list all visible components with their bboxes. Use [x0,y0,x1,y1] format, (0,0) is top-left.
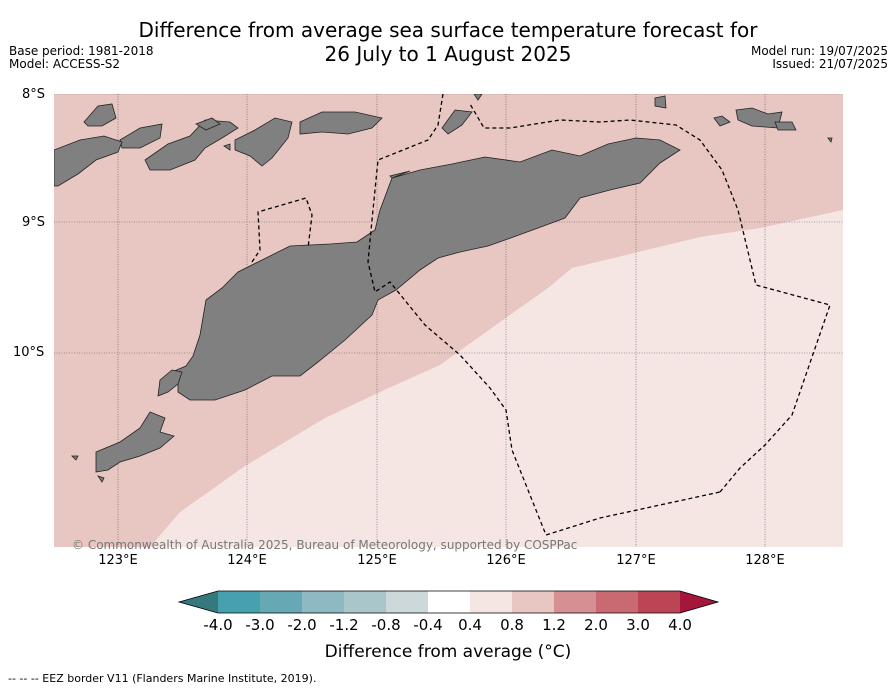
near-average-zone [150,210,843,547]
colorbar-tick: -1.2 [329,616,359,634]
colorbar-tick: 4.0 [668,616,692,634]
lon-label-125e: 125°E [357,553,397,568]
colorbar-segment [596,591,638,613]
colorbar-tick: -3.0 [245,616,275,634]
colorbar-segment [260,591,302,613]
eez-border [251,94,831,536]
colorbar-tick-labels: -4.0 -3.0 -2.0 -1.2 -0.8 -0.4 0.4 0.8 1.… [0,616,896,634]
colorbar-title: Difference from average (°C) [324,642,572,662]
colorbar-segment [638,591,680,613]
eez-border-note: -- -- -- EEZ border V11 (Flanders Marine… [8,672,317,685]
copyright-credit: © Commonwealth of Australia 2025, Bureau… [72,538,578,552]
pantar-island [234,117,293,167]
colorbar-tick: 0.8 [500,616,524,634]
meta-left: Base period: 1981-2018 Model: ACCESS-S2 [9,45,154,71]
lon-label-123e: 123°E [98,553,138,568]
colorbar-tick: -2.0 [287,616,317,634]
colorbar-tick: 2.0 [584,616,608,634]
solor-island [195,117,221,131]
colorbar [177,590,720,614]
chart-title: Difference from average sea surface temp… [0,18,896,66]
colorbar-over-arrow [680,591,718,613]
colorbar-tick: 1.2 [542,616,566,634]
wetar-island [389,109,473,179]
issued-date: Issued: 21/07/2025 [772,57,888,71]
adonara-island [119,123,163,149]
kambing-islet [223,137,833,151]
colorbar-segment [428,591,470,613]
colorbar-segment [386,591,428,613]
flores-east [54,135,123,187]
land [54,94,833,483]
lon-label-124e: 124°E [227,553,267,568]
model-run: Model run: 19/07/2025 [750,44,888,58]
base-period: Base period: 1981-2018 [9,44,154,58]
colorbar-tick: 0.4 [458,616,482,634]
rote-island [95,411,175,473]
lat-label-10s: 10°S [13,345,45,360]
semau-island [157,369,183,397]
kisar-island [473,94,483,101]
alor-island [299,111,383,135]
lat-label-8s: 8°S [22,87,46,102]
colorbar-segment [512,591,554,613]
title-line-1: Difference from average sea surface temp… [138,18,758,42]
meta-right: Model run: 19/07/2025 Issued: 21/07/2025 [751,45,888,71]
moa-island [735,107,783,129]
lembata-island [144,119,239,171]
lon-label-127e: 127°E [616,553,656,568]
colorbar-segment [302,591,344,613]
lon-label-126e: 126°E [486,553,526,568]
colorbar-tick: 3.0 [626,616,650,634]
colorbar-segment [218,591,260,613]
colorbar-outline [177,590,720,614]
colorbar-segment [470,591,512,613]
timor-island [171,137,681,401]
colorbar-segment [344,591,386,613]
lon-label-128e: 128°E [745,553,785,568]
colorbar-under-arrow [179,591,218,613]
colorbar-tick: -0.4 [413,616,443,634]
lakor-island [774,121,797,131]
wetar-east-islet [654,95,667,109]
model-name: Model: ACCESS-S2 [9,57,121,71]
colorbar-tick: -4.0 [203,616,233,634]
colorbar-segment [554,591,596,613]
colorbar-tick: -0.8 [371,616,401,634]
ndao-island [71,455,105,483]
title-line-2: 26 July to 1 August 2025 [324,42,572,66]
leti-island [713,115,731,127]
flores-north [83,103,117,127]
lat-label-9s: 9°S [22,215,46,230]
